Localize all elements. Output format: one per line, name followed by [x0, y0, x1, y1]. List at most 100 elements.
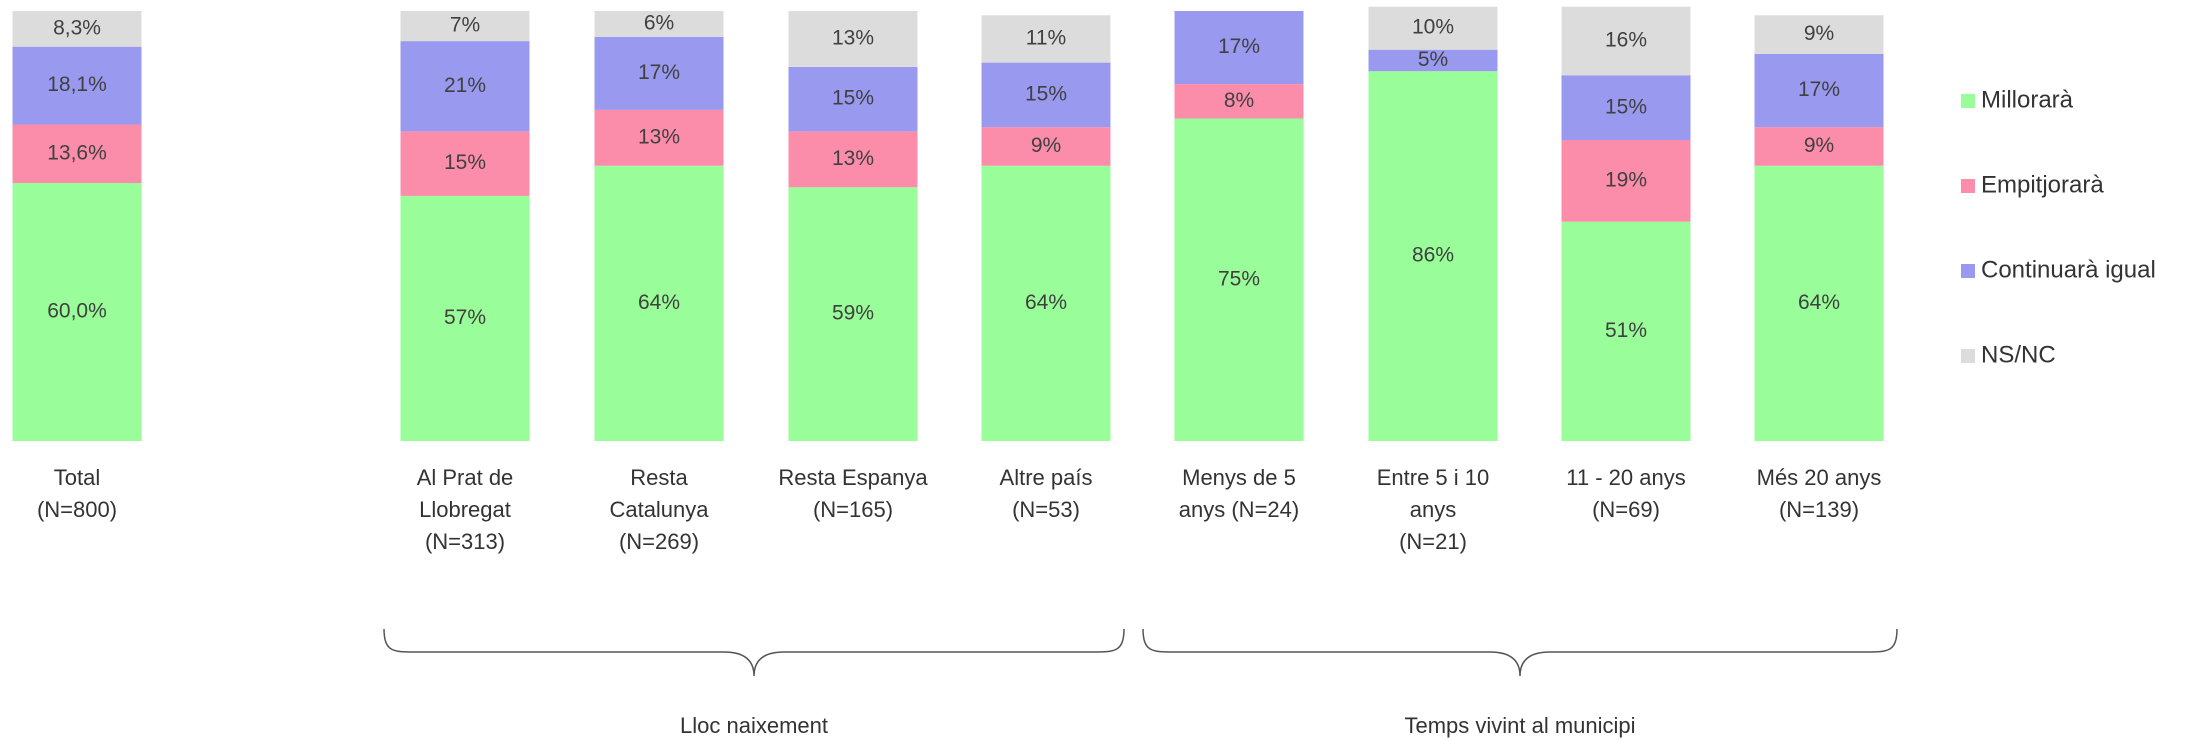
x-tick-label: Resta Espanya	[778, 465, 928, 490]
bar-segment	[1754, 54, 1884, 128]
bar-segment	[400, 11, 530, 42]
bar-segment	[981, 15, 1111, 63]
bar-segment	[1368, 49, 1498, 72]
value-label: 21%	[444, 74, 486, 97]
bar-segment	[1561, 75, 1691, 140]
bar-segment	[1174, 11, 1304, 85]
bar-segment	[788, 131, 918, 188]
value-label: 17%	[1798, 78, 1840, 101]
value-label: 13%	[638, 125, 680, 148]
legend-swatch	[1961, 179, 1975, 193]
bar-segment	[788, 11, 918, 67]
bar-segment	[594, 11, 724, 37]
value-label: 64%	[638, 291, 680, 314]
x-tick-label: Total	[54, 465, 100, 490]
value-label: 8%	[1224, 89, 1254, 112]
bar-segment	[12, 46, 142, 125]
bar-segment	[400, 195, 530, 441]
group-brace	[1142, 628, 1898, 677]
value-label: 15%	[1025, 82, 1067, 105]
legend-swatch	[1961, 94, 1975, 108]
bar-segment	[788, 187, 918, 441]
value-label: 15%	[444, 151, 486, 174]
bar-segment	[400, 41, 530, 132]
x-tick-label: (N=139)	[1779, 497, 1859, 522]
value-label: 64%	[1798, 291, 1840, 314]
value-label: 15%	[832, 87, 874, 110]
value-label: 19%	[1605, 168, 1647, 191]
bar-segment	[1368, 71, 1498, 441]
value-label: 13%	[832, 147, 874, 170]
value-label: 57%	[444, 306, 486, 329]
bar-segment	[594, 36, 724, 110]
value-label: 17%	[1218, 35, 1260, 58]
bar-segment	[1561, 6, 1691, 76]
legend-label: Continuarà igual	[1981, 256, 2156, 283]
x-tick-label: Resta	[630, 465, 688, 490]
x-tick-label: Menys de 5	[1182, 465, 1296, 490]
value-label: 10%	[1412, 16, 1454, 39]
bar-segment	[981, 127, 1111, 166]
value-label: 18,1%	[47, 73, 107, 96]
x-tick-label: Llobregat	[419, 497, 511, 522]
value-label: 51%	[1605, 319, 1647, 342]
bar-segment	[1368, 6, 1498, 50]
legend-swatch	[1961, 264, 1975, 278]
value-label: 6%	[644, 11, 674, 34]
value-label: 5%	[1418, 48, 1448, 71]
bar-segment	[788, 66, 918, 132]
x-tick-label: anys (N=24)	[1179, 497, 1299, 522]
bar-segment	[12, 124, 142, 183]
x-tick-label: Altre país	[1000, 465, 1093, 490]
bar-segment	[1754, 165, 1884, 442]
bar-segment	[981, 165, 1111, 442]
x-tick-label: (N=53)	[1012, 497, 1080, 522]
legend-label: NS/NC	[1981, 341, 2056, 368]
bar-segment	[1561, 221, 1691, 441]
group-label: Temps vivint al municipi	[1404, 713, 1635, 738]
value-label: 17%	[638, 61, 680, 84]
bar-segment	[1561, 140, 1691, 222]
value-label: 9%	[1804, 22, 1834, 45]
value-label: 13,6%	[47, 141, 107, 164]
value-label: 16%	[1605, 29, 1647, 52]
value-label: 13%	[832, 26, 874, 49]
value-label: 59%	[832, 302, 874, 325]
x-tick-label: (N=313)	[425, 529, 505, 554]
x-tick-label: (N=800)	[37, 497, 117, 522]
value-label: 60,0%	[47, 300, 107, 323]
bar-segment	[12, 183, 142, 441]
x-tick-label: 11 - 20 anys	[1566, 465, 1685, 490]
value-label: 11%	[1026, 26, 1066, 49]
value-label: 9%	[1031, 134, 1061, 157]
bar-segment	[1754, 127, 1884, 166]
x-tick-label: (N=21)	[1399, 529, 1467, 554]
bar-segment	[981, 62, 1111, 128]
legend-label: Empitjorarà	[1981, 171, 2104, 198]
group-label: Lloc naixement	[680, 713, 828, 738]
bar-segment	[400, 131, 530, 196]
legend-swatch	[1961, 349, 1975, 363]
x-tick-label: (N=69)	[1592, 497, 1660, 522]
value-label: 8,3%	[53, 16, 101, 39]
x-tick-label: anys	[1410, 497, 1456, 522]
bar-segment	[594, 165, 724, 442]
x-tick-label: (N=269)	[619, 529, 699, 554]
value-label: 64%	[1025, 291, 1067, 314]
x-tick-label: (N=165)	[813, 497, 893, 522]
x-tick-label: Al Prat de	[417, 465, 514, 490]
bar-segment	[12, 11, 142, 47]
x-tick-label: Catalunya	[609, 497, 709, 522]
value-label: 15%	[1605, 95, 1647, 118]
bar-segment	[1174, 118, 1304, 441]
x-tick-label: Més 20 anys	[1757, 465, 1882, 490]
bar-segment	[1754, 15, 1884, 55]
value-label: 75%	[1218, 267, 1260, 290]
legend-label: Millorarà	[1981, 86, 2074, 113]
group-brace	[383, 628, 1125, 677]
bar-segment	[594, 109, 724, 166]
value-label: 86%	[1412, 244, 1454, 267]
value-label: 9%	[1804, 134, 1834, 157]
value-label: 7%	[450, 14, 480, 37]
